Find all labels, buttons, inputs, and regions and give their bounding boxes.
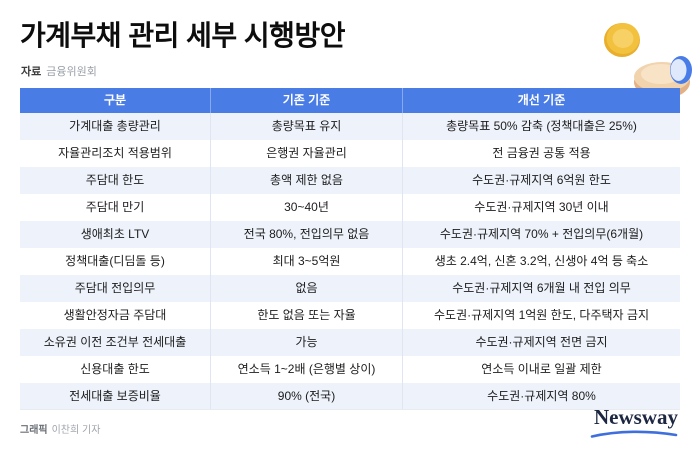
table-row: 주담대 만기 30~40년 수도권·규제지역 30년 이내 bbox=[20, 194, 680, 221]
table-row: 자율관리조치 적용범위 은행권 자율관리 전 금융권 공통 적용 bbox=[20, 140, 680, 167]
source-label: 자료 bbox=[21, 66, 42, 78]
table-row: 주담대 전입의무 없음 수도권·규제지역 6개월 내 전입 의무 bbox=[20, 275, 680, 302]
table-cell: 수도권·규제지역 70% + 전입의무(6개월) bbox=[402, 221, 680, 248]
table-cell: 가계대출 총량관리 bbox=[69, 119, 161, 133]
credit-value: 이찬희 기자 bbox=[51, 425, 101, 436]
table-cell: 주담대 한도 bbox=[85, 173, 145, 187]
table-cell: 연소득 이내로 일괄 제한 bbox=[402, 356, 680, 383]
table-cell: 수도권·규제지역 1억원 한도, 다주택자 금지 bbox=[402, 302, 680, 329]
graphic-credit: 그래픽 이찬희 기자 bbox=[20, 421, 100, 436]
source-value: 금융위원회 bbox=[46, 66, 97, 78]
table-cell: 총량목표 50% 감축 (정책대출은 25%) bbox=[402, 113, 680, 140]
table-cell: 연소득 1~2배 (은행별 상이) bbox=[210, 356, 402, 383]
table-cell: 전 금융권 공통 적용 bbox=[402, 140, 680, 167]
table-row: 전세대출 보증비율 90% (전국) 수도권·규제지역 80% bbox=[20, 383, 680, 410]
table-cell: 수도권·규제지역 전면 금지 bbox=[402, 329, 680, 356]
logo-swoosh-icon bbox=[590, 430, 678, 438]
table-cell: 은행권 자율관리 bbox=[210, 140, 402, 167]
table-cell: 90% (전국) bbox=[210, 383, 402, 410]
table-cell: 수도권·규제지역 80% bbox=[402, 383, 680, 410]
table-cell: 주담대 전입의무 bbox=[74, 281, 156, 295]
table-cell: 소유권 이전 조건부 전세대출 bbox=[43, 335, 187, 349]
page-title: 가계부채 관리 세부 시행방안 bbox=[20, 20, 345, 51]
credit-label: 그래픽 bbox=[20, 425, 48, 436]
table-row: 신용대출 한도 연소득 1~2배 (은행별 상이) 연소득 이내로 일괄 제한 bbox=[20, 356, 680, 383]
table-row: 생활안정자금 주담대 한도 없음 또는 자율 수도권·규제지역 1억원 한도, … bbox=[20, 302, 680, 329]
column-header-category: 구분 bbox=[103, 93, 127, 107]
table: 구분 기존 기준 개선 기준 가계대출 총량관리 총량목표 유지 총량목표 50… bbox=[20, 88, 680, 410]
table-cell: 한도 없음 또는 자율 bbox=[210, 302, 402, 329]
table-row: 가계대출 총량관리 총량목표 유지 총량목표 50% 감축 (정책대출은 25%… bbox=[20, 113, 680, 140]
newsway-logo-text: Newsway bbox=[594, 405, 678, 429]
table-cell: 가능 bbox=[210, 329, 402, 356]
table-row: 생애최초 LTV 전국 80%, 전입의무 없음 수도권·규제지역 70% + … bbox=[20, 221, 680, 248]
table-cell: 생초 2.4억, 신혼 3.2억, 신생아 4억 등 축소 bbox=[402, 248, 680, 275]
table-cell: 수도권·규제지역 6억원 한도 bbox=[402, 167, 680, 194]
table-row: 주담대 한도 총액 제한 없음 수도권·규제지역 6억원 한도 bbox=[20, 167, 680, 194]
table-header-row: 구분 기존 기준 개선 기준 bbox=[20, 88, 680, 113]
table-row: 소유권 이전 조건부 전세대출 가능 수도권·규제지역 전면 금지 bbox=[20, 329, 680, 356]
table-cell: 주담대 만기 bbox=[85, 200, 145, 214]
table-cell: 총액 제한 없음 bbox=[210, 167, 402, 194]
newsway-logo: Newsway bbox=[590, 407, 678, 438]
table-cell: 전국 80%, 전입의무 없음 bbox=[210, 221, 402, 248]
table-cell: 30~40년 bbox=[210, 194, 402, 221]
footer-divider bbox=[20, 409, 680, 410]
column-header-improved: 개선 기준 bbox=[402, 88, 680, 113]
table-cell: 총량목표 유지 bbox=[210, 113, 402, 140]
table-cell: 수도권·규제지역 6개월 내 전입 의무 bbox=[402, 275, 680, 302]
table-cell: 최대 3~5억원 bbox=[210, 248, 402, 275]
table-body: 가계대출 총량관리 총량목표 유지 총량목표 50% 감축 (정책대출은 25%… bbox=[20, 113, 680, 410]
table-cell: 생애최초 LTV bbox=[80, 227, 150, 241]
table-cell: 정책대출(디딤돌 등) bbox=[65, 254, 165, 268]
table-row: 정책대출(디딤돌 등) 최대 3~5억원 생초 2.4억, 신혼 3.2억, 신… bbox=[20, 248, 680, 275]
table-cell: 신용대출 한도 bbox=[80, 362, 150, 376]
table-cell: 없음 bbox=[210, 275, 402, 302]
table-cell: 수도권·규제지역 30년 이내 bbox=[402, 194, 680, 221]
source-line: 자료 금융위원회 bbox=[21, 63, 97, 79]
column-header-existing: 기존 기준 bbox=[210, 88, 402, 113]
table-cell: 생활안정자금 주담대 bbox=[63, 308, 167, 322]
table-cell: 자율관리조치 적용범위 bbox=[58, 146, 172, 160]
table-cell: 전세대출 보증비율 bbox=[69, 389, 161, 403]
